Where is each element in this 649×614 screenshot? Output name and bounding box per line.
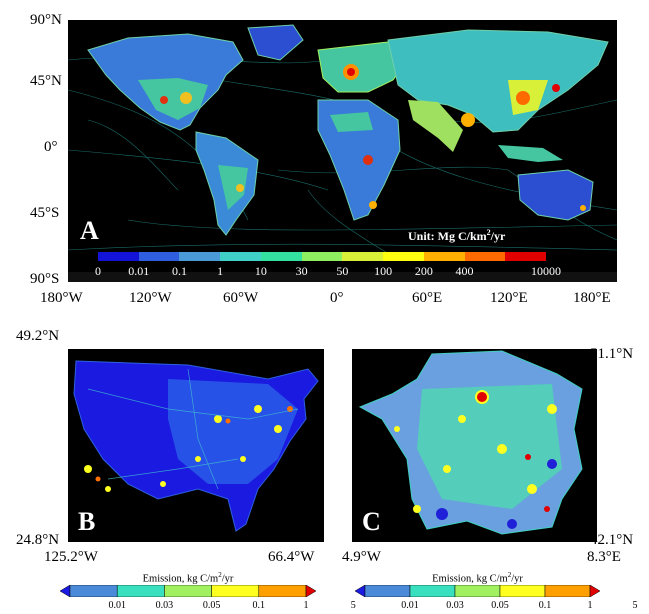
lat-label-90s: 90°S <box>30 271 60 287</box>
global-colorbar-tick-label: 50 <box>336 264 349 278</box>
colorbar-segment <box>499 585 546 597</box>
colorbar-min-arrow <box>60 585 71 597</box>
colorbar-tick-label: 0.05 <box>202 600 221 611</box>
colorbar-segment <box>116 585 165 597</box>
lat-label-45n: 45°N <box>30 73 62 89</box>
colorbar-segment <box>69 585 118 597</box>
global-colorbar-tick-label: 200 <box>414 264 433 278</box>
colorbar-title-suffix: /yr <box>511 573 523 585</box>
colorbar-bar <box>355 585 600 597</box>
global-emission-map: A Unit: Mg C/km2/yr 0 0.01 0.1 1 10 30 50 100 20… <box>68 20 617 282</box>
lon-label-0: 0° <box>330 290 344 306</box>
colorbar-segment <box>409 585 456 597</box>
colorbar-segment <box>454 585 501 597</box>
global-colorbar-segment <box>179 252 221 261</box>
colorbar-tick-label: 0.03 <box>446 600 464 611</box>
lon-label-120w: 120°W <box>129 290 172 306</box>
colorbar-tick-label: 0.01 <box>401 600 419 611</box>
global-colorbar-segment <box>505 252 547 261</box>
colorbar-title-text: Emission, kg C/m <box>142 573 219 585</box>
panel-b-letter: B <box>78 507 96 536</box>
lon-label-120e: 120°E <box>490 290 528 306</box>
panel-c-lon-left: 4.9°W <box>342 549 381 565</box>
colorbar-max-arrow <box>589 585 600 597</box>
colorbar-title: Emission, kg C/m2/yr <box>432 571 523 585</box>
colorbar-tick-label: 0.03 <box>155 600 174 611</box>
global-colorbar-segment <box>342 252 384 261</box>
global-colorbar-tick-label: 0.1 <box>171 264 187 278</box>
global-colorbar-segment <box>464 252 506 261</box>
global-colorbar-segment <box>138 252 180 261</box>
panel-c-lat-bottom: 42.1°N <box>590 532 634 548</box>
global-colorbar-segment <box>301 252 343 261</box>
colorbar-segment <box>544 585 591 597</box>
panel-b-lon-left: 125.2°W <box>44 549 98 565</box>
panel-c-lat-top: 51.1°N <box>590 346 634 362</box>
lat-label-0: 0° <box>44 139 58 155</box>
lat-label-45s: 45°S <box>30 205 60 221</box>
colorbar-tick-label: 0.05 <box>491 600 509 611</box>
colorbar-title-sup: 2 <box>507 571 512 579</box>
panel-b-lon-right: 66.4°W <box>268 549 315 565</box>
global-colorbar-tick-label: 0 <box>95 264 101 278</box>
colorbar-title-suffix: /yr <box>221 573 234 585</box>
colorbar-title: Emission, kg C/m2/yr <box>143 571 234 585</box>
colorbar-title-sup: 2 <box>218 571 222 579</box>
lat-label-90n: 90°N <box>30 12 62 28</box>
colorbar-segment <box>364 585 411 597</box>
global-colorbar-segment <box>220 252 261 261</box>
global-colorbar-tick-label: 400 <box>455 264 474 278</box>
global-colorbar-tick-label: 10000 <box>531 264 561 278</box>
colorbar-bar <box>60 585 316 597</box>
lon-label-60w: 60°W <box>223 290 259 306</box>
global-colorbar-tick-label: 1 <box>217 264 224 278</box>
panel-c-lon-right: 8.3°E <box>587 549 621 565</box>
colorbar-tick-label: 0.1 <box>538 600 552 611</box>
colorbar-segment <box>211 585 260 597</box>
global-colorbar-segment <box>423 252 465 261</box>
colorbar-tick-label: 5 <box>350 600 356 611</box>
panel-b-lat-top: 49.2°N <box>16 328 60 344</box>
global-colorbar-segment <box>383 252 424 261</box>
colorbar-title-text: Emission, kg C/m <box>432 573 508 585</box>
global-colorbar-tick-label: 0.01 <box>128 264 150 278</box>
unit-label: Unit: Mg C/km2/yr <box>408 228 506 243</box>
colorbar-segment <box>164 585 212 597</box>
global-colorbar-tick-label: 30 <box>295 264 308 278</box>
colorbar-tick-label: 0.01 <box>108 600 126 611</box>
panel-a-letter: A <box>80 216 99 245</box>
global-colorbar-tick-label: 10 <box>254 264 267 278</box>
global-colorbar-segment <box>260 252 302 261</box>
lon-label-180w: 180°W <box>40 290 83 306</box>
global-colorbar-tick-label: 100 <box>374 264 393 278</box>
lon-label-180e: 180°E <box>573 290 611 306</box>
panel-c-letter: C <box>362 507 381 536</box>
france-emission-map: C <box>352 349 597 542</box>
global-colorbar <box>98 252 547 261</box>
colorbar-min-arrow <box>355 585 366 597</box>
colorbar-tick-label: 1 <box>587 600 593 611</box>
usa-emission-map: B <box>68 349 324 542</box>
colorbar-max-arrow <box>305 585 316 597</box>
colorbar-tick-label: 0.1 <box>252 600 266 611</box>
colorbar-tick-label: 1 <box>303 600 309 611</box>
colorbar-segment <box>258 585 307 597</box>
global-colorbar-segment <box>98 252 139 261</box>
lon-label-60e: 60°E <box>412 290 443 306</box>
panel-b-lat-bottom: 24.8°N <box>16 532 60 548</box>
colorbar-tick-label: 5 <box>632 600 638 611</box>
